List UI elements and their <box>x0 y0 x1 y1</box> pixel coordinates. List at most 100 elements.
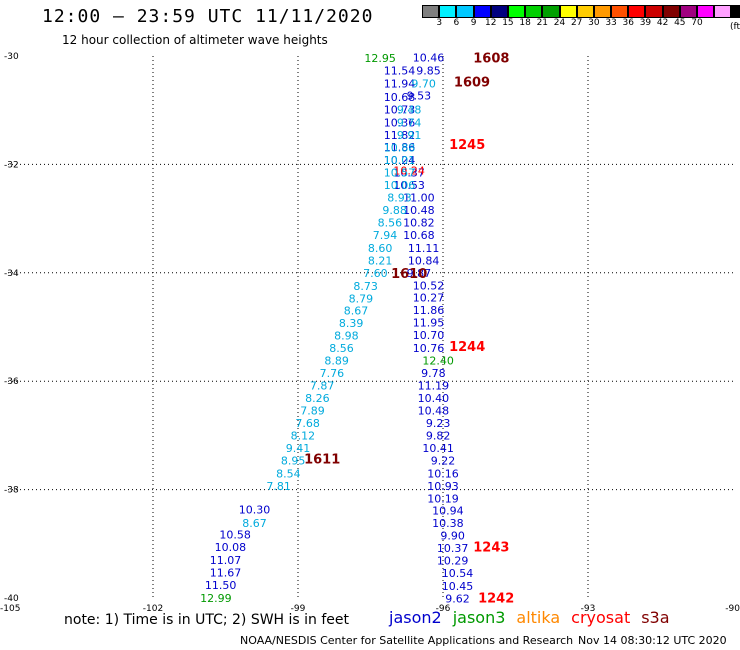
color-swatch <box>439 5 457 18</box>
swh-value-jason3: 12.40 <box>422 355 454 368</box>
swh-value-s3a: 8.60 <box>368 242 393 255</box>
swh-value-s3a: 9.88 <box>382 204 407 217</box>
pass-time-label: 1611 <box>304 453 340 468</box>
color-scale-label: 39 <box>639 18 652 28</box>
color-scale-label: 3 <box>436 18 443 28</box>
color-swatch <box>645 5 663 18</box>
swh-value-s3a: 7.68 <box>295 417 320 430</box>
swh-value-jason2: 10.41 <box>422 442 454 455</box>
color-scale-label: 21 <box>536 18 549 28</box>
swh-value-jason2: 10.19 <box>427 492 459 505</box>
swh-value-s3a: 8.12 <box>291 429 316 442</box>
pass-time-label: 1243 <box>473 541 509 556</box>
swh-value-jason2: 10.53 <box>393 179 425 192</box>
swh-value-s3a: 8.89 <box>324 355 349 368</box>
swh-value-s3a: 7.60 <box>363 267 388 280</box>
legend-entry-s3a: s3a <box>641 608 670 627</box>
swh-value-s3a: 10.06 <box>384 179 416 192</box>
footer-note: note: 1) Time is in UTC; 2) SWH is in fe… <box>64 612 350 628</box>
color-swatch <box>422 5 440 18</box>
swh-value-s3a: 9.48 <box>397 104 422 117</box>
swh-value-cryosat: 10.24 <box>393 164 425 177</box>
swh-value-s3a: 8.56 <box>329 342 354 355</box>
color-swatch <box>628 5 646 18</box>
swh-value-jason2: 9.85 <box>416 65 441 78</box>
swh-value-s3a: 7.76 <box>320 367 345 380</box>
swh-value-jason2: 10.37 <box>437 542 469 555</box>
x-tick-label: -96 <box>436 604 451 614</box>
swh-value-s3a: 9.70 <box>411 78 436 91</box>
color-swatch <box>714 5 732 18</box>
swh-value-jason2: 11.19 <box>418 380 450 393</box>
y-tick-label: -32 <box>4 160 19 170</box>
generation-timestamp: Nov 14 08:30:12 UTC 2020 <box>578 634 727 647</box>
swh-value-jason2: 11.11 <box>408 242 440 255</box>
color-swatch <box>593 5 612 18</box>
swh-value-jason2: 9.87 <box>407 267 432 280</box>
swh-value-jason2: 10.54 <box>442 567 474 580</box>
x-tick-label: -99 <box>291 604 306 614</box>
color-scale-label: 12 <box>485 18 497 28</box>
swh-value-s3a: 10.01 <box>384 154 416 167</box>
color-scale-unit: (ft) <box>730 22 740 32</box>
swh-value-s3a: 8.26 <box>305 392 330 405</box>
color-scale-label: 15 <box>502 18 514 28</box>
y-tick-label: -40 <box>4 594 19 604</box>
swh-value-jason2: 10.45 <box>442 580 474 593</box>
swh-value-s3a: 9.91 <box>397 129 422 142</box>
x-tick-label: -105 <box>0 604 20 614</box>
swh-value-jason2: 9.90 <box>440 530 465 543</box>
swh-value-s3a: 10.57 <box>384 167 416 180</box>
swh-value-s3a: 8.95 <box>281 454 306 467</box>
swh-value-jason2: 10.27 <box>413 292 445 305</box>
swh-value-jason2: 9.22 <box>431 454 456 467</box>
swh-value-s3a: 7.94 <box>373 229 398 242</box>
swh-value-jason2: 10.38 <box>432 517 464 530</box>
swh-value-s3a: 9.41 <box>286 442 311 455</box>
legend-entry-jason3: jason3 <box>452 608 506 627</box>
color-swatch <box>456 5 474 18</box>
y-tick-label: -30 <box>4 52 19 62</box>
color-scale-label: 70 <box>691 18 703 28</box>
chart-title: 12:00 – 23:59 UTC 11/11/2020 <box>42 6 374 27</box>
pass-time-label: 1608 <box>473 52 509 67</box>
swh-value-s3a: 7.87 <box>310 380 335 393</box>
swh-value-jason2: 10.48 <box>403 204 435 217</box>
swh-value-jason2: 11.94 <box>384 78 416 91</box>
swh-value-s3a: 8.56 <box>378 216 403 229</box>
pass-time-label: 1242 <box>478 591 514 606</box>
swh-value-jason2: 9.53 <box>407 90 432 103</box>
swh-value-jason2: 9.62 <box>445 593 470 606</box>
legend-entry-jason2: jason2 <box>389 608 442 627</box>
swh-value-s3a: 7.89 <box>300 404 325 417</box>
swh-value-jason2: 11.95 <box>413 317 445 330</box>
pass-time-label: 1609 <box>454 75 490 90</box>
swh-value-s3a: 8.67 <box>242 517 267 530</box>
swh-value-jason2: 10.36 <box>384 117 416 130</box>
swh-value-s3a: 8.54 <box>276 467 301 480</box>
swh-value-jason2: 10.16 <box>427 467 459 480</box>
color-swatch <box>679 5 697 18</box>
color-scale-label: 27 <box>570 18 583 28</box>
color-swatch <box>473 5 491 18</box>
swh-value-jason2: 10.37 <box>393 167 425 180</box>
swh-value-jason2: 10.40 <box>418 392 450 405</box>
swh-value-jason2: 10.76 <box>413 342 445 355</box>
swh-value-s3a: 8.79 <box>349 292 374 305</box>
swh-value-jason2: 10.82 <box>403 216 435 229</box>
swh-value-jason2: 10.48 <box>418 404 450 417</box>
swh-value-jason2: 10.68 <box>384 91 416 104</box>
color-swatch <box>662 5 680 18</box>
swh-value-s3a: 8.73 <box>353 280 378 293</box>
legend-entry-altika: altika <box>516 608 561 627</box>
swh-value-jason3: 12.95 <box>364 52 396 65</box>
color-scale-label: 45 <box>674 18 686 28</box>
color-swatch <box>576 5 594 18</box>
swh-value-jason2: 10.93 <box>427 480 459 493</box>
chart-subtitle: 12 hour collection of altimeter wave hei… <box>62 33 328 47</box>
swh-value-jason2: 10.70 <box>413 329 445 342</box>
color-scale-label: 36 <box>622 18 634 28</box>
color-swatch <box>731 5 740 18</box>
y-tick-label: -34 <box>4 269 19 279</box>
swh-value-jason2: 10.30 <box>239 504 271 517</box>
